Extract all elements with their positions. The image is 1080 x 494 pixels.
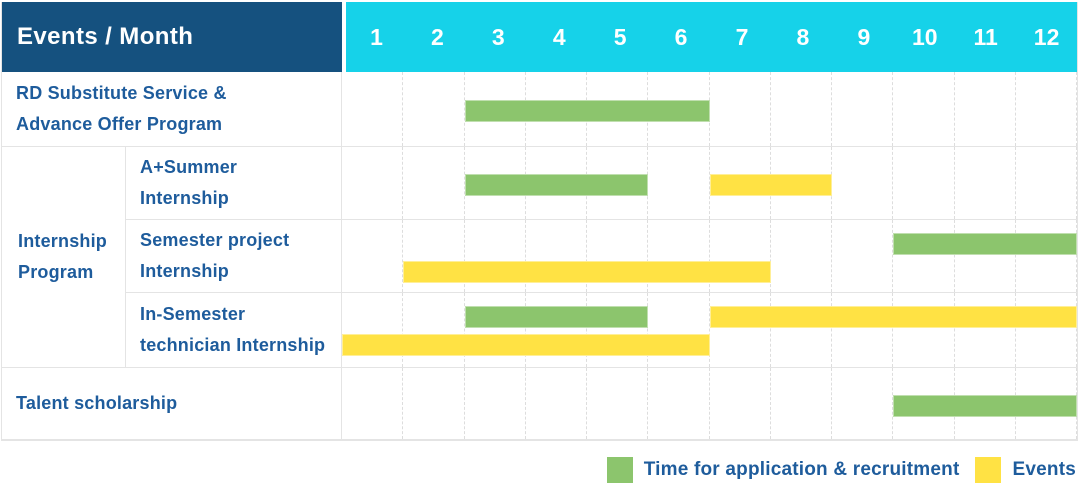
group-label-internship-program: Internship Program <box>2 147 126 368</box>
month-grid-cell <box>771 368 832 439</box>
month-header-cell: 8 <box>796 23 810 50</box>
gantt-bar-application <box>893 233 1077 255</box>
month-grid-cell <box>342 368 404 439</box>
month-grid-cell <box>403 147 465 219</box>
legend-swatch-events-yellow <box>975 457 1002 483</box>
month-grid-cell <box>403 368 465 439</box>
legend-label-application: Time for application & recruitment <box>643 459 960 480</box>
month-grid-cell <box>526 293 587 367</box>
month-header-cell: 12 <box>1033 23 1060 50</box>
month-grid-cell <box>832 72 894 146</box>
month-grid-cell <box>771 72 832 146</box>
month-grid-cell <box>832 368 894 439</box>
events-month-header-cell: Events / Month <box>2 2 342 72</box>
legend: Time for application & recruitment Event… <box>606 455 1076 485</box>
month-grid-cell <box>342 72 404 146</box>
row-label-semester-project-internship: Semester project Internship <box>126 220 342 293</box>
month-grid-cell <box>465 220 526 292</box>
legend-item-application: Time for application & recruitment <box>606 457 960 483</box>
month-grid-cell <box>587 220 649 292</box>
legend-label-events: Events <box>1012 459 1076 480</box>
legend-item-events: Events <box>975 457 1076 483</box>
gantt-bar-events <box>709 306 1077 328</box>
month-grid-cell <box>465 368 526 439</box>
gantt-row-track <box>342 147 1077 220</box>
month-grid-cell <box>465 293 526 367</box>
month-grid-cell <box>710 368 771 439</box>
month-grid-cell <box>832 147 894 219</box>
month-grid-cell <box>710 72 771 146</box>
month-header-cell: 1 <box>370 23 383 50</box>
month-header-cell: 7 <box>735 23 749 50</box>
month-grid-cell <box>526 368 587 439</box>
month-grid-cell <box>771 293 832 367</box>
month-grid-cell <box>342 220 404 292</box>
month-header-cell: 11 <box>973 23 998 50</box>
month-header-row: 1 2 3 4 5 6 7 8 9 10 11 12 <box>342 2 1077 72</box>
row-label-a-plus-summer-internship: A+Summer Internship <box>126 147 342 220</box>
month-grid-cell <box>955 220 1016 292</box>
month-grid-cell <box>1016 147 1077 219</box>
row-label-in-semester-technician-internship: In-Semester technician Internship <box>126 293 342 368</box>
month-grid-cell <box>710 293 771 367</box>
month-grid-cell <box>1016 72 1077 146</box>
month-header-cell: 3 <box>491 23 505 50</box>
month-header-cell: 2 <box>430 23 444 50</box>
month-grid-cell <box>648 293 710 367</box>
month-grid-cell <box>587 368 649 439</box>
gantt-row-track <box>342 368 1077 440</box>
month-grid-cell <box>587 293 649 367</box>
month-grid-cell <box>832 220 894 292</box>
month-header-cell: 6 <box>674 23 688 50</box>
gantt-bar-application <box>464 100 710 122</box>
row-label-rd-substitute-service: RD Substitute Service & Advance Offer Pr… <box>2 72 342 147</box>
legend-swatch-application-green <box>606 457 633 483</box>
gantt-bar-application <box>464 174 649 196</box>
month-grid-cell <box>955 147 1016 219</box>
month-grid-cell <box>526 220 587 292</box>
month-grid-cell <box>893 147 955 219</box>
month-grid-cell <box>893 293 955 367</box>
month-grid-cell <box>648 147 710 219</box>
month-grid-cell <box>648 368 710 439</box>
month-header-cell: 4 <box>552 23 566 50</box>
month-grid-cell <box>955 293 1016 367</box>
month-grid-cell <box>648 220 710 292</box>
month-grid-cell <box>710 220 771 292</box>
month-grid-cell <box>403 293 465 367</box>
gantt-bar-events <box>403 261 771 283</box>
month-grid-cell <box>1016 220 1077 292</box>
events-month-header-label: Events / Month <box>17 23 194 50</box>
gantt-bar-events <box>342 334 710 356</box>
month-grid-cell <box>403 72 465 146</box>
month-header-cell: 10 <box>911 23 938 50</box>
month-grid-cell <box>832 293 894 367</box>
gantt-bar-application <box>464 306 649 328</box>
gantt-bar-events <box>709 174 832 196</box>
month-grid-cell <box>403 220 465 292</box>
month-grid-cell <box>955 72 1016 146</box>
gantt-row-track <box>342 72 1077 147</box>
month-grid-cell <box>893 72 955 146</box>
month-grid-cell <box>893 220 955 292</box>
gantt-row-track <box>342 220 1077 293</box>
month-header-cell: 5 <box>613 23 627 50</box>
month-grid-cell <box>1016 293 1077 367</box>
row-label-talent-scholarship: Talent scholarship <box>2 368 342 440</box>
month-grid-cell <box>342 147 404 219</box>
month-header-cell: 9 <box>857 23 871 50</box>
month-grid-cell <box>342 293 404 367</box>
gantt-row-track <box>342 293 1077 368</box>
month-grid-cell <box>771 220 832 292</box>
gantt-table: Events / Month 1 2 3 4 5 6 7 8 9 10 11 12 RD Substi… <box>1 2 1078 441</box>
gantt-bar-application <box>893 394 1077 417</box>
